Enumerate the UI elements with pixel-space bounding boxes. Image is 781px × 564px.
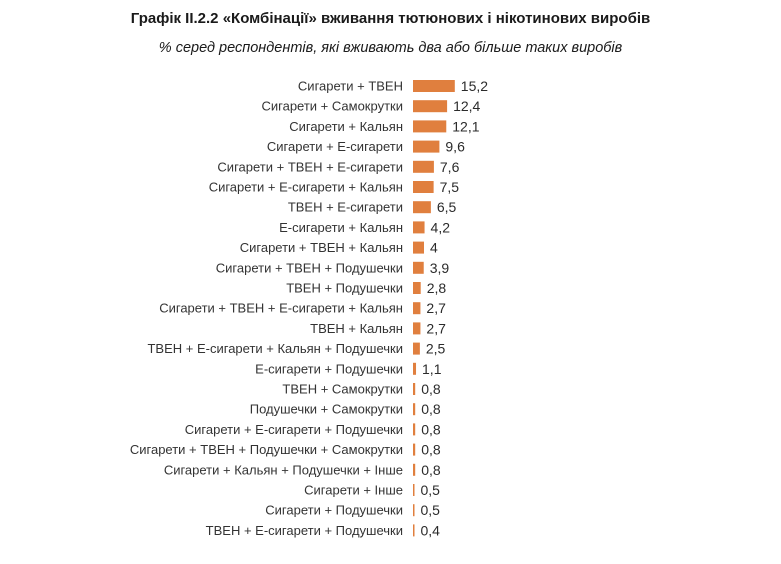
category-label: Сигарети + Інше: [304, 483, 403, 498]
category-label: Сигарети + Кальян: [289, 119, 403, 134]
category-label: Подушечки + Самокрутки: [250, 402, 403, 417]
category-label: Сигарети + ТВЕН + Подушечки: [216, 260, 403, 275]
bar: [413, 201, 431, 214]
value-label: 7,5: [440, 179, 460, 195]
bar: [413, 241, 424, 254]
category-label: Сигарети + ТВЕН + Подушечки + Самокрутки: [130, 442, 403, 457]
value-label: 9,6: [445, 139, 465, 155]
bar: [413, 140, 440, 153]
category-label: ТВЕН + Подушечки: [286, 281, 403, 296]
bar: [413, 362, 417, 375]
bar: [413, 342, 420, 355]
bar: [413, 302, 421, 315]
category-label: Сигарети + Е-сигарети + Кальян: [209, 180, 403, 195]
bar: [413, 221, 425, 234]
value-label: 0,8: [421, 401, 441, 417]
category-label: Сигарети + ТВЕН: [298, 79, 403, 94]
value-label: 2,5: [426, 341, 446, 357]
value-label: 4,2: [431, 219, 451, 235]
bar: [413, 100, 448, 113]
category-label: Сигарети + ТВЕН + Кальян: [240, 240, 403, 255]
bar: [413, 261, 424, 274]
category-label: Сигарети + ТВЕН + Е-сигарети + Кальян: [159, 301, 403, 316]
category-label: ТВЕН + Е-сигарети: [288, 200, 403, 215]
value-label: 0,5: [421, 482, 441, 498]
bar: [413, 423, 416, 436]
chart-title: Графік II.2.2 «Комбінації» вживання тютю…: [130, 10, 651, 27]
value-label: 2,8: [427, 280, 447, 296]
chart-subtitle: % серед респондентів, які вживають два а…: [158, 40, 623, 56]
bar: [413, 322, 421, 335]
category-label: ТВЕН + Е-сигарети + Подушечки: [206, 523, 403, 538]
bar: [413, 160, 434, 173]
bar: [413, 524, 415, 537]
category-label: ТВЕН + Е-сигарети + Кальян + Подушечки: [147, 341, 403, 356]
category-label: ТВЕН + Кальян: [310, 321, 403, 336]
value-label: 12,4: [453, 98, 480, 114]
category-label: Сигарети + Подушечки: [265, 503, 403, 518]
value-label: 0,8: [421, 462, 441, 478]
category-label: Сигарети + Кальян + Подушечки + Інше: [164, 462, 403, 477]
value-label: 2,7: [426, 300, 446, 316]
value-label: 12,1: [452, 118, 479, 134]
bar: [413, 80, 455, 92]
value-label: 2,7: [426, 320, 446, 336]
bar: [413, 463, 416, 476]
value-label: 7,6: [440, 159, 460, 175]
bar: [413, 120, 447, 133]
bar: [413, 484, 415, 496]
value-label: 0,8: [421, 442, 441, 458]
bar: [413, 181, 434, 193]
value-label: 0,8: [421, 381, 441, 397]
category-label: Е-сигарети + Кальян: [279, 220, 403, 235]
value-label: 15,2: [461, 78, 488, 94]
bar: [413, 383, 416, 395]
category-label: ТВЕН + Самокрутки: [282, 382, 403, 397]
value-label: 6,5: [437, 199, 457, 215]
category-label: Е-сигарети + Подушечки: [255, 361, 403, 376]
category-label: Сигарети + Е-сигарети + Подушечки: [185, 422, 403, 437]
bar: [413, 403, 416, 416]
value-label: 0,8: [421, 421, 441, 437]
value-label: 1,1: [422, 361, 442, 377]
category-label: Сигарети + ТВЕН + Е-сигарети: [217, 159, 403, 174]
value-label: 0,5: [421, 502, 441, 518]
value-label: 3,9: [430, 260, 450, 276]
bar: [413, 443, 416, 456]
bar: [413, 282, 421, 294]
category-label: Сигарети + Е-сигарети: [267, 139, 403, 154]
bar: [413, 504, 415, 517]
value-label: 0,4: [421, 522, 441, 538]
category-label: Сигарети + Самокрутки: [261, 99, 403, 114]
value-label: 4: [430, 240, 438, 256]
